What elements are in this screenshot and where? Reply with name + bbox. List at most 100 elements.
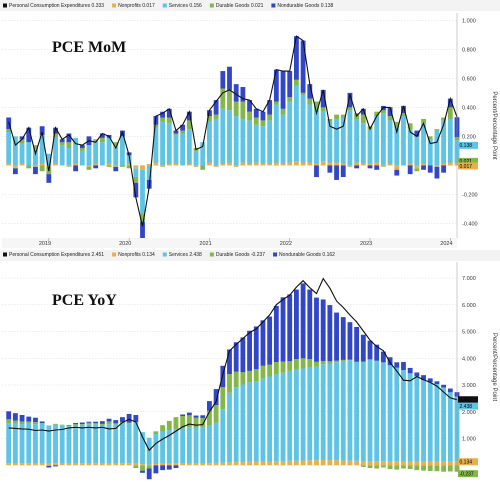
bar-durable-goods (267, 364, 273, 377)
bar-nonprofits (140, 464, 145, 466)
bar-services (280, 114, 286, 164)
bar-services (26, 423, 32, 464)
bar-services (314, 366, 319, 461)
bar-nonprofits (287, 460, 293, 466)
bar-nonprofits (106, 163, 112, 166)
bar-durable-goods (120, 165, 125, 167)
bar-services (39, 134, 45, 164)
bar-durable-goods (287, 361, 293, 371)
bar-nonprofits (19, 463, 25, 466)
bar-durable-goods (294, 359, 299, 370)
bar-services (12, 423, 18, 464)
bar-services (267, 120, 273, 164)
bar-services (300, 95, 306, 163)
bar-nonprofits (207, 162, 212, 166)
bar-durable-goods (33, 145, 38, 148)
bar-nonprofits (240, 162, 246, 166)
bar-nondurable-goods (12, 413, 18, 421)
bar-nonprofits (273, 461, 279, 466)
bar-nonprofits (360, 163, 366, 166)
bar-nondurable-goods (73, 423, 79, 425)
bar-durable-goods (260, 120, 266, 127)
bar-services (414, 376, 420, 462)
bar-durable-goods (153, 124, 159, 128)
bar-nondurable-goods (387, 107, 393, 117)
bar-nonprofits (240, 462, 246, 466)
bar-nonprofits (33, 165, 38, 167)
bar-services (99, 142, 105, 166)
bar-durable-goods (59, 424, 65, 426)
bar-durable-goods (79, 424, 85, 425)
chart-title: PCE MoM (52, 39, 126, 56)
legend-strip (0, 250, 500, 261)
bar-services (173, 134, 179, 164)
bar-durable-goods (86, 166, 92, 170)
bar-services (380, 113, 386, 166)
bar-nonprofits (253, 461, 259, 466)
bar-nonprofits (33, 463, 38, 466)
bar-durable-goods (233, 371, 239, 388)
bar-services (327, 363, 333, 461)
bar-services (33, 424, 38, 464)
bar-nonprofits (46, 463, 52, 466)
bar-durable-goods (73, 424, 79, 426)
bar-nonprofits (6, 463, 12, 466)
bar-services (447, 392, 453, 462)
bar-durable-goods (207, 410, 212, 426)
bar-nondurable-goods (394, 169, 400, 176)
total-pce-line (8, 35, 458, 227)
bar-durable-goods (421, 118, 426, 124)
bar-nondurable-goods (93, 165, 99, 169)
bar-services (374, 116, 380, 163)
bar-nonprofits (180, 463, 186, 466)
bar-nondurable-goods (307, 84, 313, 99)
bar-services (387, 365, 393, 462)
bar-nonprofits (220, 462, 226, 466)
bar-durable-goods (240, 101, 246, 119)
bar-nondurable-goods (227, 349, 232, 375)
bar-nonprofits (307, 162, 313, 166)
bar-services (46, 153, 52, 166)
legend-swatch-1 (112, 3, 117, 8)
legend-swatch-4 (271, 3, 276, 8)
bar-durable-goods (193, 417, 199, 428)
bar-services (320, 111, 326, 162)
y-tick-label: 2.000 (462, 410, 476, 416)
bar-services (380, 362, 386, 462)
bar-nondurable-goods (180, 414, 186, 417)
bar-nondurable-goods (186, 111, 192, 121)
bar-durable-goods (166, 117, 172, 124)
x-tick-label: 2024 (440, 241, 452, 247)
last-value-label: 0.021 (460, 159, 473, 165)
bar-durable-goods (26, 165, 32, 169)
bar-nonprofits (247, 163, 252, 166)
legend-swatch-2 (162, 252, 167, 257)
bar-nonprofits (267, 163, 273, 166)
bar-nondurable-goods (140, 470, 145, 473)
bar-durable-goods (140, 465, 145, 471)
bar-nondurable-goods (200, 415, 206, 418)
bar-nondurable-goods (401, 105, 406, 114)
bar-services (300, 368, 306, 461)
bar-nondurable-goods (113, 166, 119, 172)
y-tick-label: 1.000 (462, 437, 476, 443)
legend-label-0: Personal Consumption Expenditures 2.451 (9, 252, 104, 258)
bar-services (200, 427, 206, 464)
bar-services (106, 424, 112, 464)
bar-durable-goods (380, 465, 386, 468)
bar-nonprofits (367, 163, 373, 166)
bar-durable-goods (12, 420, 18, 424)
bar-durable-goods (441, 117, 447, 121)
y-tick-label: 7.000 (462, 276, 476, 282)
bar-nonprofits (46, 165, 52, 167)
bar-nonprofits (247, 461, 252, 466)
legend-label-4: Nondurable Goods 0.162 (279, 252, 335, 258)
bar-nondurable-goods (273, 69, 279, 102)
bar-services (387, 120, 393, 164)
bar-nondurable-goods (46, 174, 52, 183)
bar-nondurable-goods (33, 417, 38, 422)
bar-nonprofits (300, 460, 306, 466)
bar-services (6, 132, 12, 164)
bar-services (227, 110, 232, 163)
